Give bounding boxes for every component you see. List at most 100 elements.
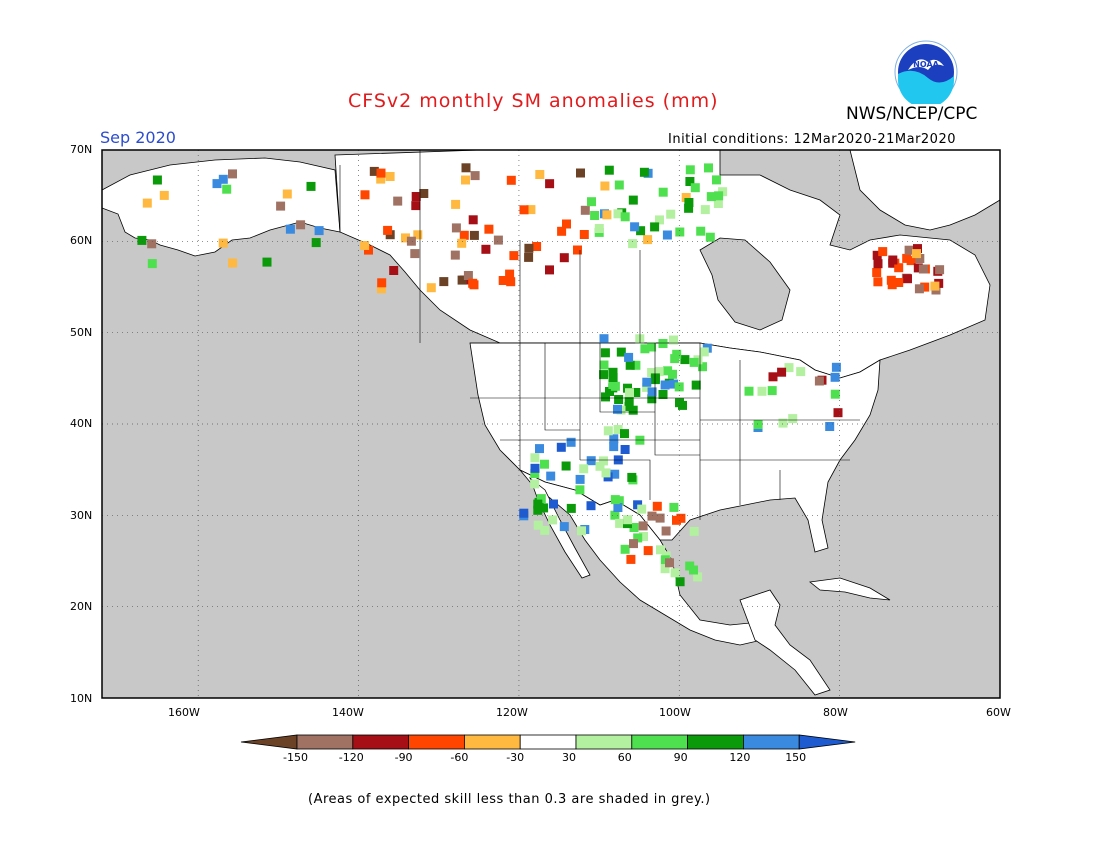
anomaly-cell: [639, 167, 649, 177]
anomaly-cell: [539, 503, 549, 513]
anomaly-cell: [548, 515, 558, 525]
anomaly-cell: [439, 277, 449, 287]
logo-wave: [898, 70, 954, 104]
anomaly-cell: [419, 189, 429, 198]
anomaly-cell: [665, 558, 674, 568]
anomaly-cell: [675, 227, 685, 237]
anomaly-cell: [385, 172, 395, 181]
lon-label: 80W: [823, 706, 848, 719]
colorbar-tick-label: -60: [450, 751, 469, 764]
anomaly-cell: [629, 539, 638, 549]
anomaly-cell: [468, 278, 478, 288]
anomaly-cell: [915, 254, 925, 263]
colorbar-segment: [352, 734, 409, 750]
anomaly-cell: [519, 508, 529, 518]
anomaly-cell: [663, 366, 673, 376]
anomaly-cell: [685, 165, 695, 175]
anomaly-cell: [902, 253, 912, 263]
anomaly-cell: [276, 201, 286, 211]
anomaly-cell: [314, 226, 324, 236]
lat-label: 50N: [70, 326, 93, 339]
anomaly-cell: [628, 195, 638, 205]
anomaly-cell: [630, 222, 640, 232]
colorbar-max-arrow: [798, 734, 856, 750]
anomaly-cell: [524, 252, 534, 262]
anomaly-cell: [627, 472, 637, 482]
anomaly-cell: [360, 190, 370, 200]
anomaly-cell: [675, 577, 685, 587]
anomaly-cell: [413, 230, 423, 240]
anomaly-cell: [573, 245, 582, 255]
border-line: [544, 343, 580, 431]
colorbar-segment: [575, 734, 633, 750]
anomaly-cell: [535, 444, 544, 454]
logo-text: NOAA: [913, 60, 939, 69]
anomaly-cell: [599, 456, 608, 466]
anomaly-cell: [894, 278, 904, 287]
anomaly-cell: [457, 238, 467, 248]
anomaly-cell: [633, 533, 643, 543]
anomaly-cell: [137, 235, 147, 245]
anomaly-cell: [647, 511, 657, 521]
anomaly-cell: [642, 377, 652, 387]
anomaly-cell: [608, 367, 618, 377]
central-america-land: [739, 589, 831, 696]
anomaly-cell: [311, 238, 321, 248]
colorbar-min-arrow: [240, 734, 298, 750]
anomaly-cell: [481, 244, 491, 254]
anomaly-cell: [142, 198, 152, 208]
anomaly-cell: [654, 367, 664, 377]
anomaly-cell: [680, 355, 690, 365]
anomaly-cell: [545, 265, 554, 275]
anomaly-cell: [383, 225, 393, 235]
anomaly-cell: [376, 174, 386, 184]
anomaly-cell: [662, 230, 672, 240]
anomaly-cell: [147, 239, 157, 249]
anomaly-cell: [624, 396, 634, 406]
anomaly-cell: [461, 175, 470, 185]
anomaly-cell: [656, 545, 665, 555]
anomaly-cell: [624, 352, 634, 362]
anomaly-cell: [637, 504, 647, 514]
colorbar-segment: [743, 734, 800, 750]
colorbar-tick-label: -120: [338, 751, 364, 764]
anomaly-cell: [535, 170, 545, 179]
anomaly-cell: [601, 468, 611, 478]
anomaly-cell: [579, 230, 589, 239]
anomaly-cell: [212, 179, 222, 189]
anomaly-cell: [652, 501, 662, 511]
anomaly-cell: [377, 278, 387, 288]
anomaly-cell: [672, 515, 681, 525]
anomaly-cell: [587, 197, 596, 207]
anomaly-cell: [643, 235, 653, 245]
lat-label: 70N: [70, 143, 93, 156]
colorbar-segment: [463, 734, 521, 750]
anomaly-cell: [282, 189, 292, 199]
anomaly-cell: [376, 168, 386, 178]
anomaly-cell: [689, 526, 699, 536]
anomaly-cell: [580, 205, 590, 215]
anomaly-cell: [647, 394, 657, 404]
colorbar-segment: [687, 734, 744, 750]
anomaly-cell: [636, 226, 646, 236]
cuba-land: [809, 577, 891, 601]
colorbar-tick-label: -90: [394, 751, 413, 764]
anomaly-cell: [658, 187, 668, 197]
anomaly-cell: [610, 495, 620, 505]
anomaly-cell: [484, 224, 494, 234]
anomaly-cell: [228, 258, 238, 268]
anomaly-cell: [767, 386, 777, 396]
anomaly-cell: [666, 209, 676, 219]
land-layer: [101, 149, 1001, 696]
colorbar: [240, 734, 856, 750]
anomaly-cell: [506, 277, 516, 287]
anomaly-cell: [912, 249, 921, 259]
anomaly-cell: [218, 174, 228, 184]
anomaly-cell: [698, 362, 707, 372]
anomaly-cell: [631, 360, 641, 370]
anomaly-cell: [600, 181, 610, 191]
border-line: [654, 343, 700, 456]
agency-label: NWS/NCEP/CPC: [846, 104, 978, 124]
anomaly-cell: [493, 235, 503, 245]
